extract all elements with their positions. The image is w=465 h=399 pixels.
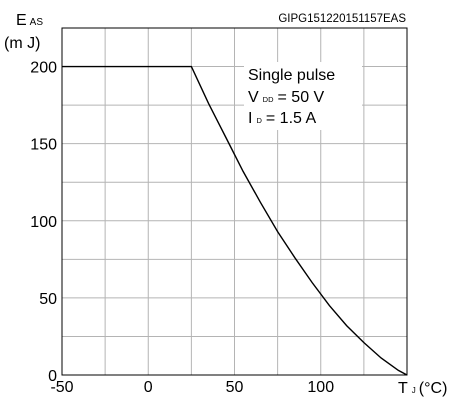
annotation-line-1: Single pulse	[248, 67, 335, 84]
y-tick-label: 50	[39, 291, 57, 308]
y-axis-subscript: AS	[30, 17, 44, 28]
x-tick-label: 100	[307, 379, 334, 396]
x-tick-label: 0	[144, 379, 153, 396]
x-axis-unit: (°C)	[419, 380, 448, 397]
x-axis-symbol: T	[398, 380, 408, 397]
y-tick-label: 100	[30, 214, 57, 231]
annotation-line-2: V DD = 50 V	[248, 89, 325, 106]
annotation-line-3: I D = 1.5 A	[248, 110, 316, 127]
x-axis-subscript: J	[412, 386, 416, 395]
eas-curve	[62, 65, 408, 376]
y-axis-title: E AS	[16, 12, 43, 29]
x-tick-label: -50	[50, 379, 73, 396]
plot-frame	[61, 27, 408, 376]
annotation-background	[244, 62, 362, 130]
figure-id: GIPG151220151157EAS	[278, 13, 406, 25]
y-tick-label: 150	[30, 137, 57, 154]
y-axis-symbol: E	[16, 12, 27, 29]
y-axis-unit: (m J)	[4, 35, 40, 52]
y-tick-label: 0	[48, 368, 57, 385]
y-tick-label: 200	[30, 60, 57, 77]
x-axis-title: T J (°C)	[398, 380, 447, 397]
x-tick-label: 50	[226, 379, 244, 396]
